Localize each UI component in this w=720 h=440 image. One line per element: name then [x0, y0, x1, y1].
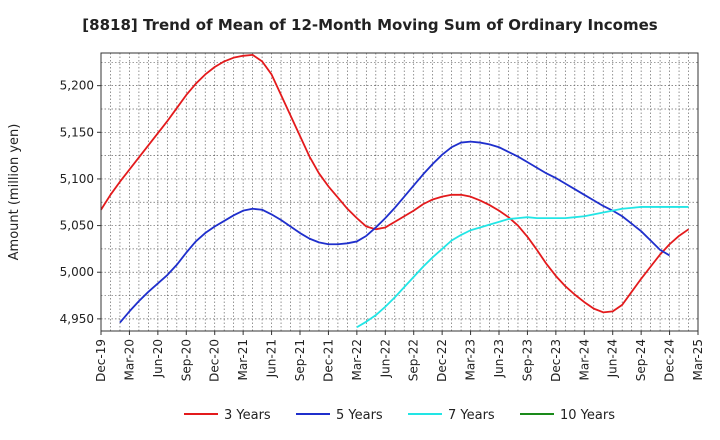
x-tick-label: Dec-24: [663, 339, 677, 382]
x-tick-label: Dec-20: [208, 339, 222, 382]
legend-item: 3 Years: [184, 408, 271, 423]
x-tick-label: Sep-20: [179, 339, 193, 381]
x-tick-label: Dec-23: [549, 339, 563, 382]
series-line-3-years: [100, 53, 690, 314]
x-tick-label: Jun-23: [492, 339, 506, 378]
y-tick-label: 4,950: [60, 312, 94, 326]
series-line-5-years: [119, 140, 671, 324]
plot-frame: [100, 52, 699, 332]
legend-label: 3 Years: [224, 408, 271, 423]
x-tick-label: Dec-19: [94, 339, 108, 382]
chart-title: [8818] Trend of Mean of 12-Month Moving …: [82, 16, 657, 34]
x-tick-label: Jun-22: [378, 339, 392, 378]
x-tick-label: Sep-24: [634, 339, 648, 381]
x-tick-label: Mar-25: [691, 339, 705, 380]
y-axis-label: Amount (million yen): [7, 124, 22, 261]
series-lines: [100, 53, 690, 329]
legend-item: 5 Years: [296, 408, 383, 423]
x-tick-label: Mar-22: [350, 339, 364, 380]
grid-lines: [100, 53, 699, 331]
legend-item: 10 Years: [520, 408, 615, 423]
series-line-7-years: [356, 206, 689, 329]
x-tick-label: Dec-22: [435, 339, 449, 382]
x-tick-label: Mar-24: [577, 339, 591, 380]
x-tick-label: Sep-22: [407, 339, 421, 381]
y-tick-label: 5,150: [60, 125, 94, 139]
x-tick-label: Mar-20: [122, 339, 136, 380]
legend-label: 5 Years: [336, 408, 383, 423]
y-tick-label: 5,050: [60, 219, 94, 233]
x-tick-label: Dec-21: [321, 339, 335, 382]
legend-item: 7 Years: [408, 408, 495, 423]
legend-label: 7 Years: [448, 408, 495, 423]
x-tick-label: Jun-20: [151, 339, 165, 378]
y-tick-label: 5,100: [60, 172, 94, 186]
y-tick-label: 5,000: [60, 265, 94, 279]
legend-label: 10 Years: [560, 408, 615, 423]
x-tick-label: Sep-21: [293, 339, 307, 381]
x-axis-ticks: Dec-19 Mar-20 Jun-20 Sep-20 Dec-20 Mar-21 Jun-…: [94, 331, 705, 382]
x-tick-label: Sep-23: [520, 339, 534, 381]
x-tick-label: Jun-21: [265, 339, 279, 378]
legend: 3 Years 5 Years 7 Years 10 Years: [184, 408, 615, 423]
x-tick-label: Mar-21: [236, 339, 250, 380]
x-tick-label: Jun-24: [606, 339, 620, 378]
y-axis-ticks: 4,950 5,000 5,050 5,100 5,150 5,200: [60, 79, 101, 326]
y-tick-label: 5,200: [60, 79, 94, 93]
x-tick-label: Mar-23: [464, 339, 478, 380]
